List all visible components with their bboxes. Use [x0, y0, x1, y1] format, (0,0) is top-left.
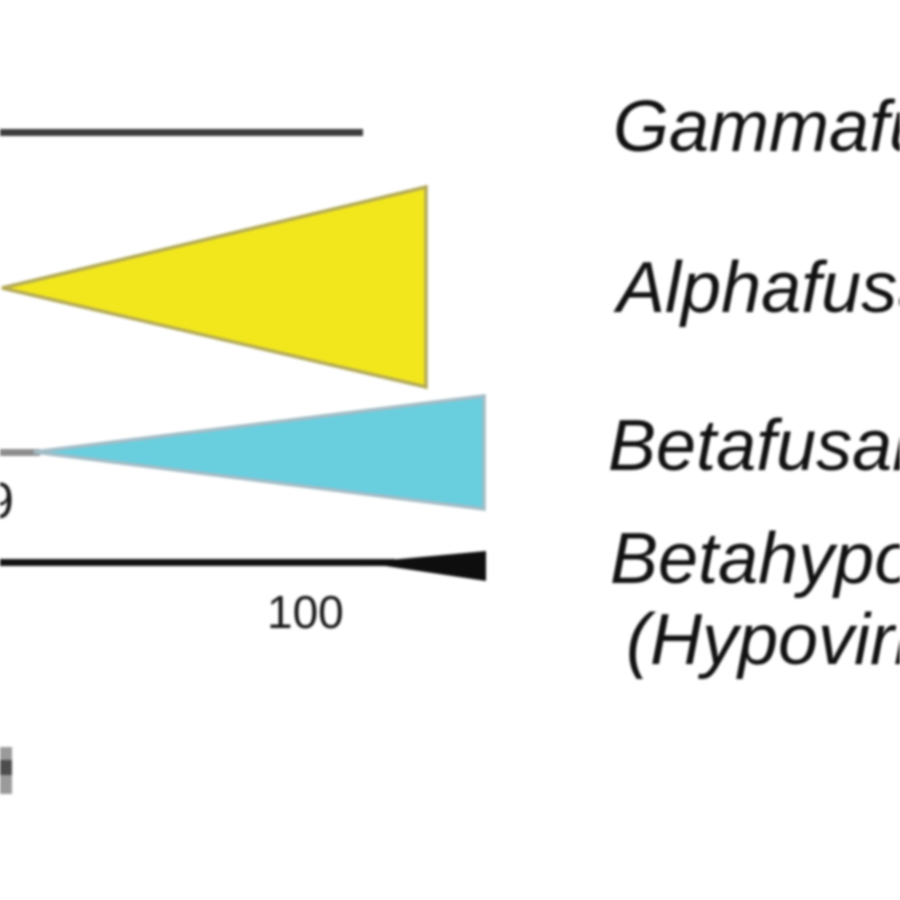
svg-text:Betafusarivirus: Betafusarivirus: [608, 406, 900, 486]
svg-text:Betahypovirus: Betahypovirus: [610, 519, 900, 599]
svg-text:100: 100: [267, 586, 344, 638]
svg-text:99: 99: [0, 472, 14, 529]
svg-text:Gammafusarivirus: Gammafusarivirus: [613, 87, 900, 167]
svg-text:Alphafusarivirus: Alphafusarivirus: [613, 248, 900, 328]
svg-text:(Hypoviridae): (Hypoviridae): [626, 600, 900, 680]
